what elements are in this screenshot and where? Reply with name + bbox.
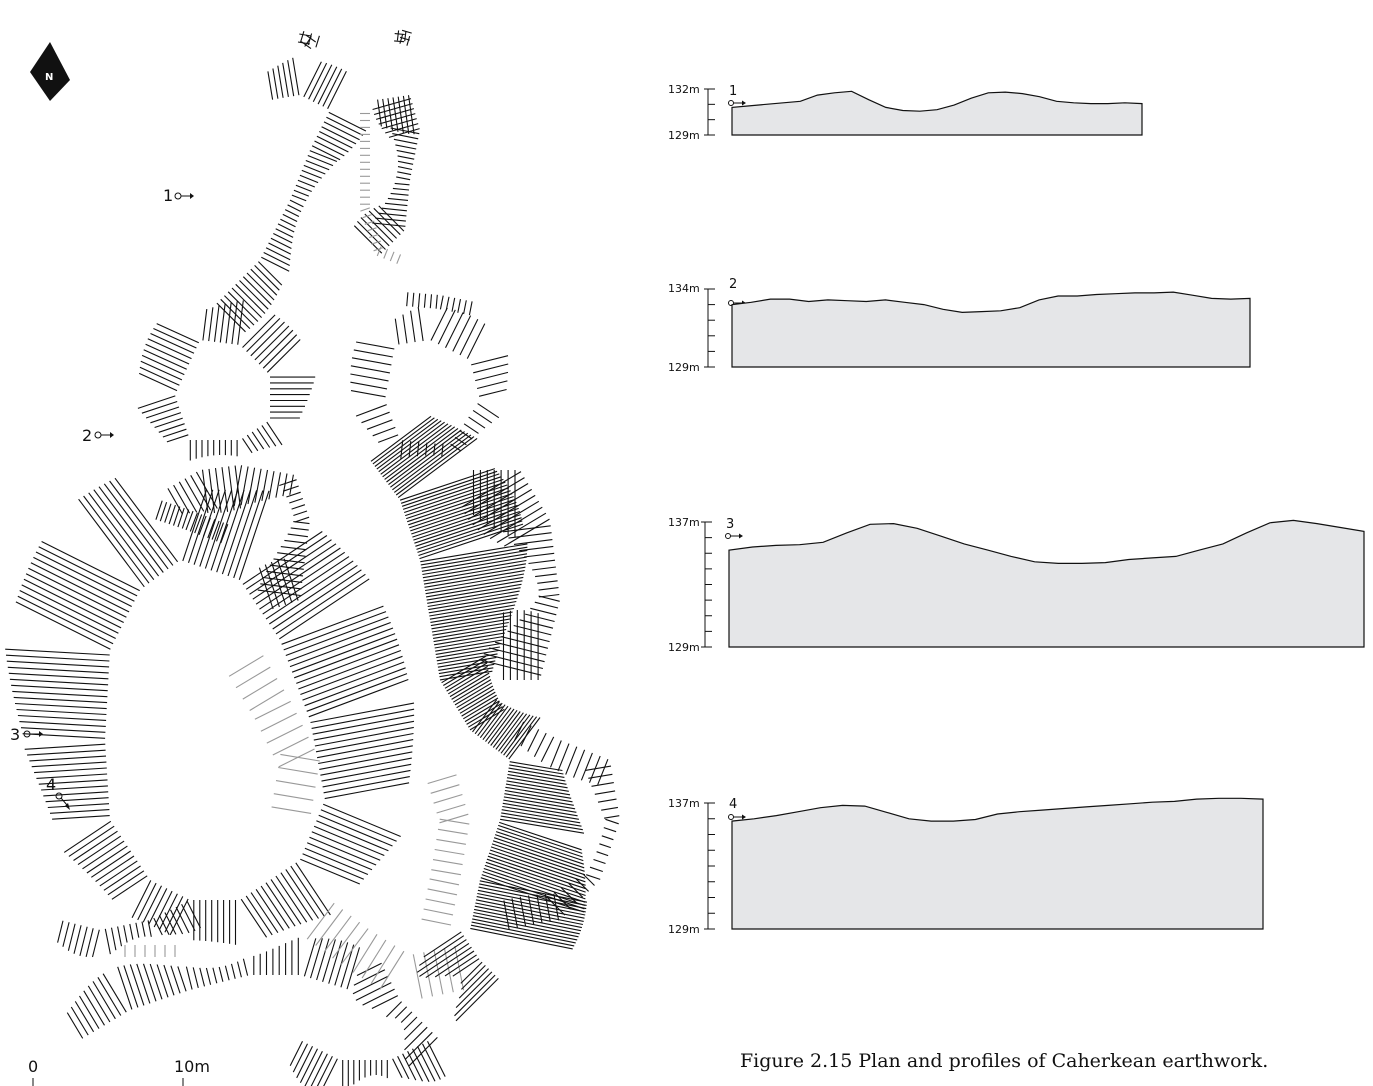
hachure-shading: [5, 29, 620, 1086]
section-marker-label: 1: [163, 186, 173, 205]
north-arrow-label: N: [45, 72, 53, 83]
hachure-group: [5, 477, 415, 945]
hachure-group: [306, 902, 465, 999]
profile-y-bottom-label: 129m: [668, 923, 700, 936]
scale-bar: 0 10m: [28, 1057, 210, 1086]
profile-y-bottom-label: 129m: [668, 641, 700, 654]
profile-4: 137m 129m 4: [668, 797, 1264, 936]
section-marker-3: 3: [10, 725, 43, 744]
profile-number-label: 2: [729, 277, 737, 292]
hachure-group: [503, 721, 620, 930]
profile-y-bottom-label: 129m: [668, 129, 700, 142]
hachure-group: [360, 112, 402, 264]
profile-axis: [704, 288, 746, 368]
hachure-group: [57, 901, 201, 958]
hachure-group: [228, 655, 320, 814]
hachure-group: [289, 1040, 446, 1086]
section-marker-2: 2: [82, 426, 114, 445]
section-marker-label: 2: [82, 426, 92, 445]
hachure-group: [353, 95, 420, 254]
profile-y-top-label: 137m: [668, 516, 700, 529]
hachure-group: [350, 306, 509, 459]
section-marker-label: 3: [10, 725, 20, 744]
hachure-group: [394, 29, 412, 46]
profile-number-label: 3: [726, 517, 734, 532]
north-arrow-icon: N: [30, 42, 70, 101]
hachure-group: [137, 300, 316, 461]
hachure-group: [461, 470, 560, 680]
hachure-group: [66, 937, 361, 1039]
profile-y-top-label: 134m: [668, 282, 700, 295]
profile-3: 137m 129m 3: [668, 516, 1365, 654]
section-marker-label: 4: [46, 775, 56, 794]
hachure-group: [352, 962, 438, 1067]
section-marker-4: 4: [46, 775, 70, 810]
profile-1: 132m 129m 1: [668, 83, 1143, 142]
profile-2: 134m 129m 2: [668, 277, 1251, 374]
scale-bar-start-label: 0: [28, 1057, 38, 1076]
scale-bar-end-label: 10m: [174, 1057, 210, 1076]
hachure-group: [216, 57, 367, 333]
hachure-group: [406, 292, 473, 316]
profile-number-label: 4: [729, 797, 737, 812]
figure-caption: Figure 2.15 Plan and profiles of Caherke…: [740, 1050, 1269, 1072]
hachure-group: [124, 945, 176, 957]
profile-y-top-label: 137m: [668, 797, 700, 810]
profile-axis: [701, 521, 743, 648]
hachure-group: [416, 931, 499, 1022]
earthwork-plan: N 1 2 3 4 0 10m: [5, 29, 620, 1086]
section-marker-1: 1: [163, 186, 194, 205]
hachure-group: [167, 465, 310, 610]
hachure-group: [297, 31, 320, 50]
profile-number-label: 1: [729, 84, 737, 99]
profile-area: [731, 291, 1251, 368]
profile-axis: [704, 88, 746, 136]
profile-area: [731, 90, 1143, 136]
section-profiles: 132m 129m 1 134m 129m 2 137m 129m 3 137m…: [668, 83, 1365, 936]
hachure-group: [421, 774, 470, 926]
profile-area: [731, 797, 1264, 930]
profile-axis: [704, 802, 746, 930]
profile-y-top-label: 132m: [668, 83, 700, 96]
profile-area: [728, 519, 1365, 648]
hachure-group: [370, 415, 588, 950]
profile-y-bottom-label: 129m: [668, 361, 700, 374]
